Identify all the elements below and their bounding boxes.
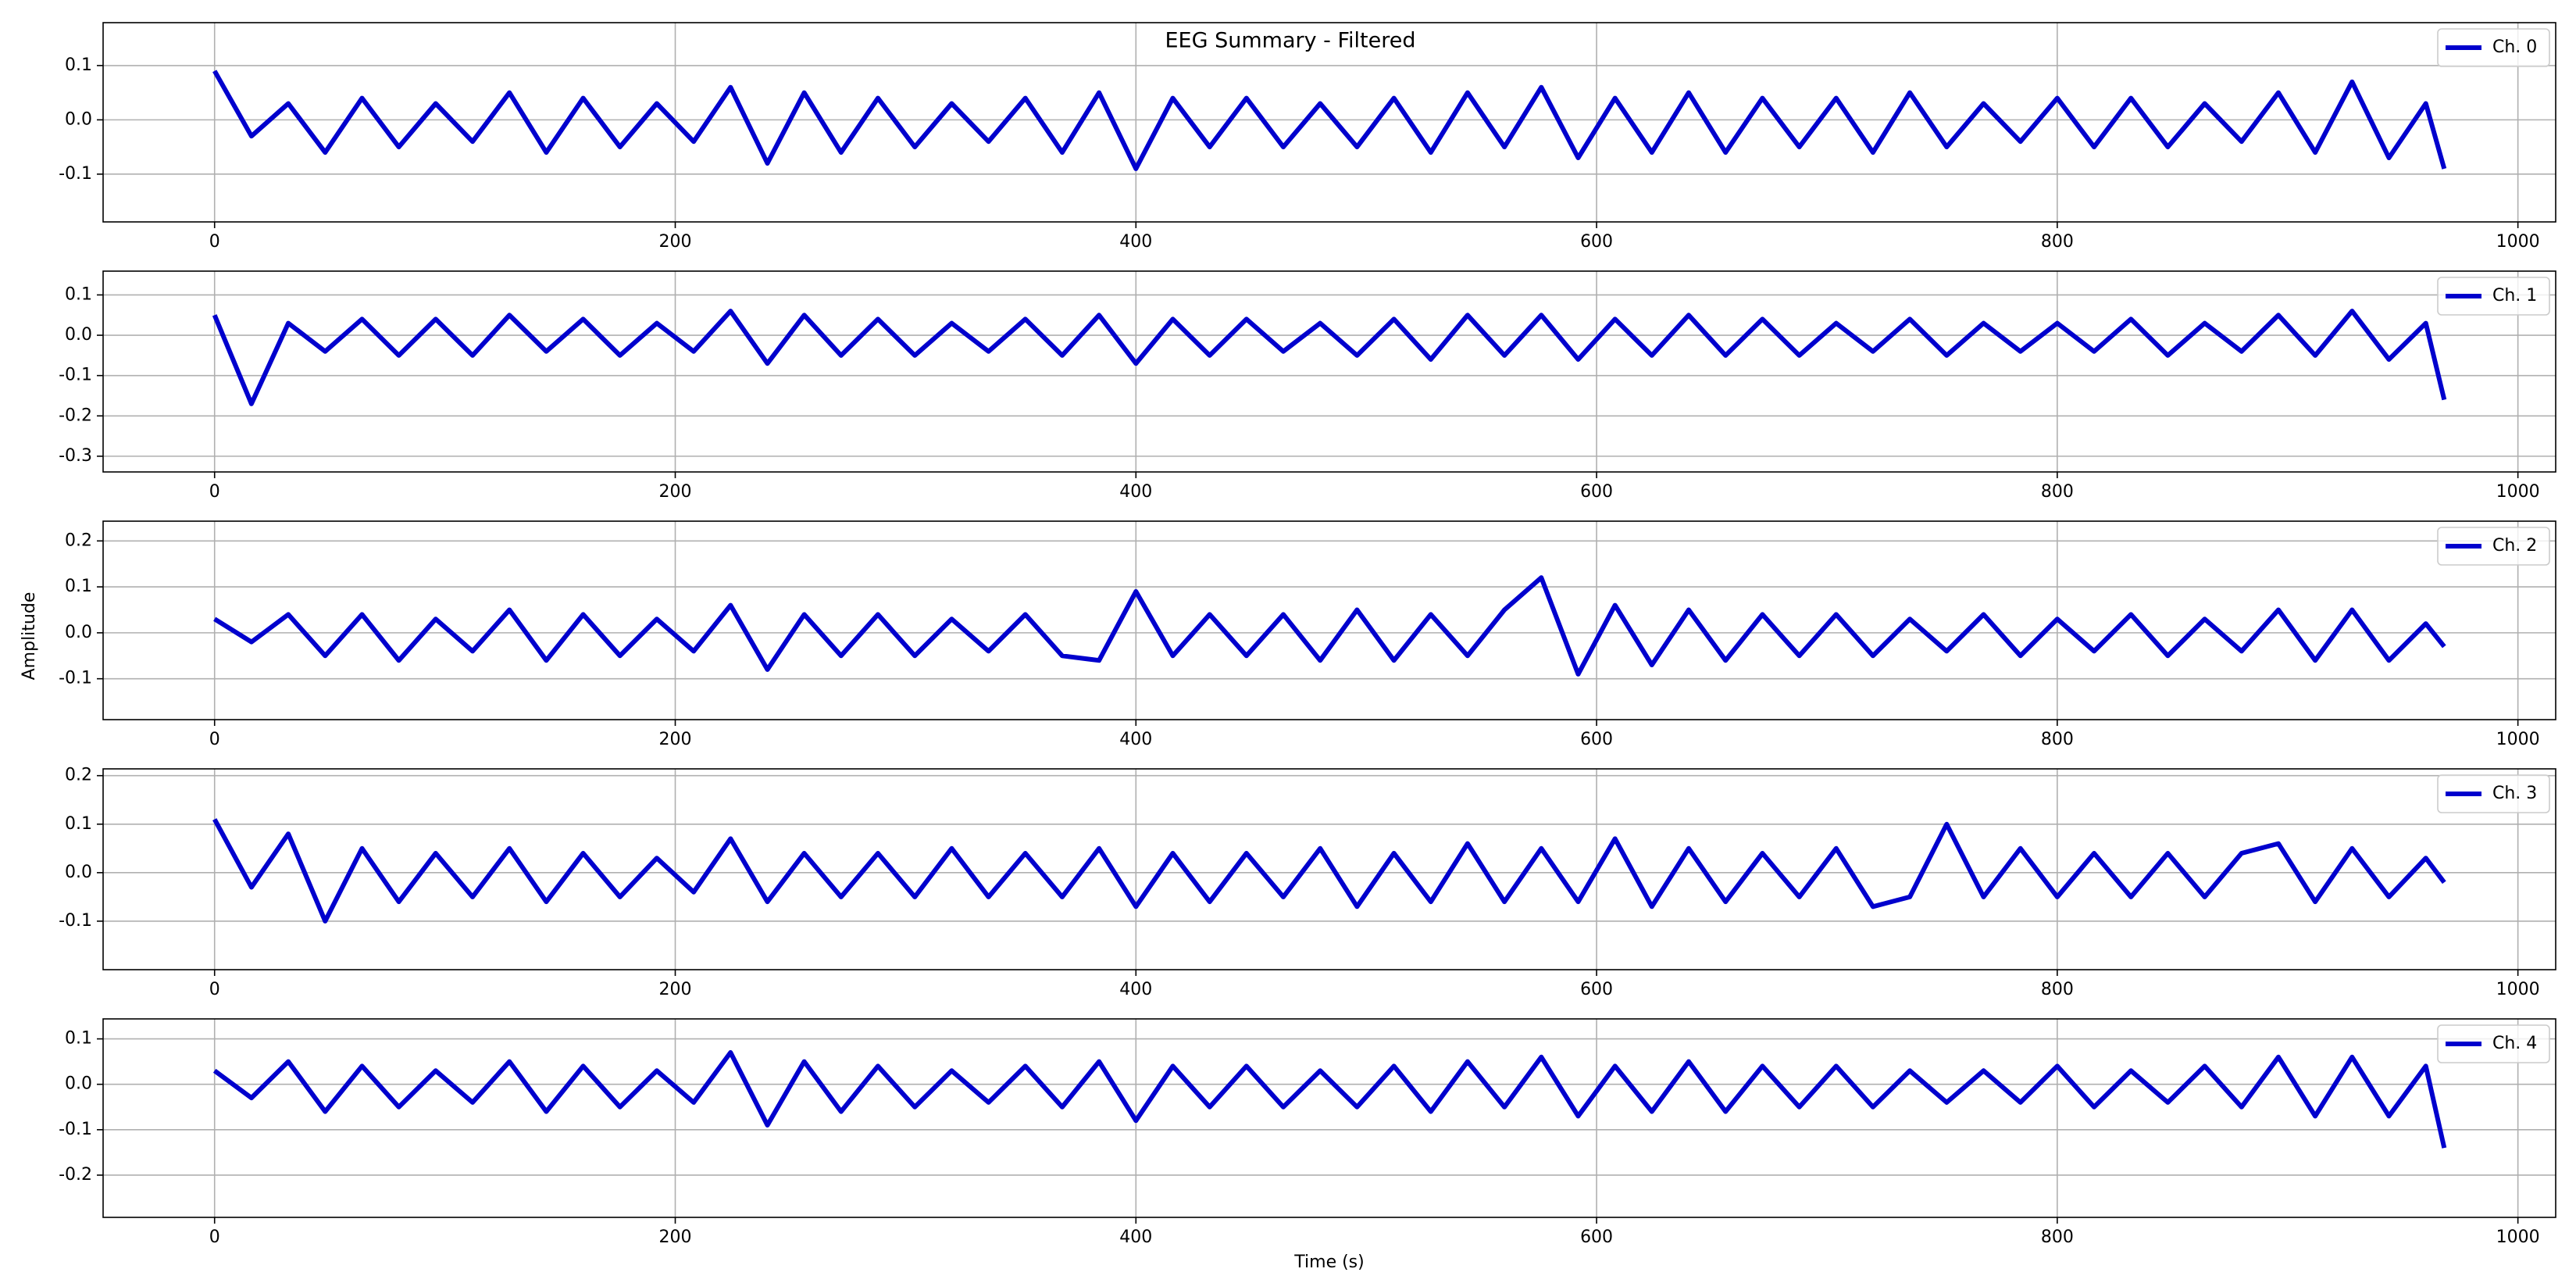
x-tick-label: 400 [1119, 482, 1152, 502]
x-tick-label: 600 [1580, 482, 1613, 502]
legend-label: Ch. 0 [2492, 38, 2537, 57]
x-tick-label: 600 [1580, 232, 1613, 252]
x-tick-label: 800 [2041, 482, 2074, 502]
x-axis-label: Time (s) [1293, 1253, 1364, 1272]
x-tick-label: 1000 [2496, 980, 2540, 999]
y-tick-label: 0.1 [65, 284, 92, 304]
signal-line [213, 575, 2446, 677]
x-tick-label: 1000 [2496, 482, 2540, 502]
x-tick-label: 0 [209, 1228, 220, 1247]
x-tick-label: 600 [1580, 730, 1613, 749]
x-tick-label: 400 [1119, 232, 1152, 252]
y-tick-label: -0.2 [59, 406, 92, 425]
y-axis-label: Amplitude [20, 592, 39, 681]
x-tick-label: 200 [659, 1228, 692, 1247]
y-tick-label: 0.0 [65, 1074, 92, 1094]
axes-background [103, 1019, 2556, 1217]
axes-frame [102, 22, 2556, 223]
signal-line [212, 1050, 2447, 1149]
legend-label: Ch. 3 [2492, 784, 2537, 803]
x-tick-label: 600 [1580, 1228, 1613, 1247]
y-tick-label: 0.0 [65, 863, 92, 882]
y-tick-label: 0.0 [65, 109, 92, 129]
x-tick-label: 800 [2041, 980, 2074, 999]
signal-line [212, 70, 2447, 171]
y-tick-label: -0.3 [59, 446, 92, 466]
x-tick-label: 1000 [2496, 1228, 2540, 1247]
axes-background [103, 521, 2556, 720]
legend-box [2437, 1024, 2550, 1063]
y-tick-label: 0.0 [65, 623, 92, 642]
x-tick-label: 1000 [2496, 232, 2540, 252]
x-tick-label: 200 [659, 980, 692, 999]
legend-box [2437, 774, 2550, 813]
legend-box [2437, 277, 2550, 316]
y-tick-label: -0.1 [59, 1120, 92, 1139]
y-tick-label: -0.1 [59, 669, 92, 688]
y-tick-label: 0.1 [65, 577, 92, 596]
signal-line [212, 818, 2446, 924]
x-tick-label: 200 [659, 482, 692, 502]
axes-frame [102, 520, 2556, 720]
y-tick-label: 0.1 [65, 814, 92, 834]
x-tick-label: 400 [1119, 980, 1152, 999]
y-tick-label: -0.2 [59, 1165, 92, 1185]
legend-label: Ch. 2 [2492, 536, 2537, 556]
legend-label: Ch. 1 [2492, 286, 2537, 306]
x-tick-label: 800 [2041, 1228, 2074, 1247]
x-tick-label: 0 [209, 232, 220, 252]
x-tick-label: 200 [659, 730, 692, 749]
x-tick-label: 1000 [2496, 730, 2540, 749]
x-tick-label: 400 [1119, 1228, 1152, 1247]
x-tick-label: 0 [209, 482, 220, 502]
axes-frame [102, 1018, 2556, 1218]
legend-label: Ch. 4 [2492, 1034, 2537, 1053]
y-tick-label: 0.1 [65, 1029, 92, 1049]
x-tick-label: 600 [1580, 980, 1613, 999]
y-tick-label: -0.1 [59, 911, 92, 931]
x-tick-label: 800 [2041, 232, 2074, 252]
signal-line [212, 309, 2447, 406]
x-tick-label: 800 [2041, 730, 2074, 749]
x-tick-label: 0 [209, 730, 220, 749]
y-tick-label: -0.1 [59, 366, 92, 385]
axes-background [103, 271, 2556, 472]
x-tick-label: 400 [1119, 730, 1152, 749]
chart-title: EEG Summary - Filtered [1165, 29, 1415, 53]
axes-frame [102, 270, 2556, 473]
legend-box [2437, 527, 2550, 566]
y-tick-label: 0.0 [65, 325, 92, 345]
legend-box [2437, 28, 2550, 67]
x-tick-label: 200 [659, 232, 692, 252]
axes-frame [102, 768, 2556, 970]
y-tick-label: 0.2 [65, 766, 92, 785]
y-tick-label: -0.1 [59, 164, 92, 184]
y-tick-label: 0.1 [65, 55, 92, 75]
axes-background [103, 769, 2556, 970]
x-tick-label: 0 [209, 980, 220, 999]
y-tick-label: 0.2 [65, 531, 92, 550]
